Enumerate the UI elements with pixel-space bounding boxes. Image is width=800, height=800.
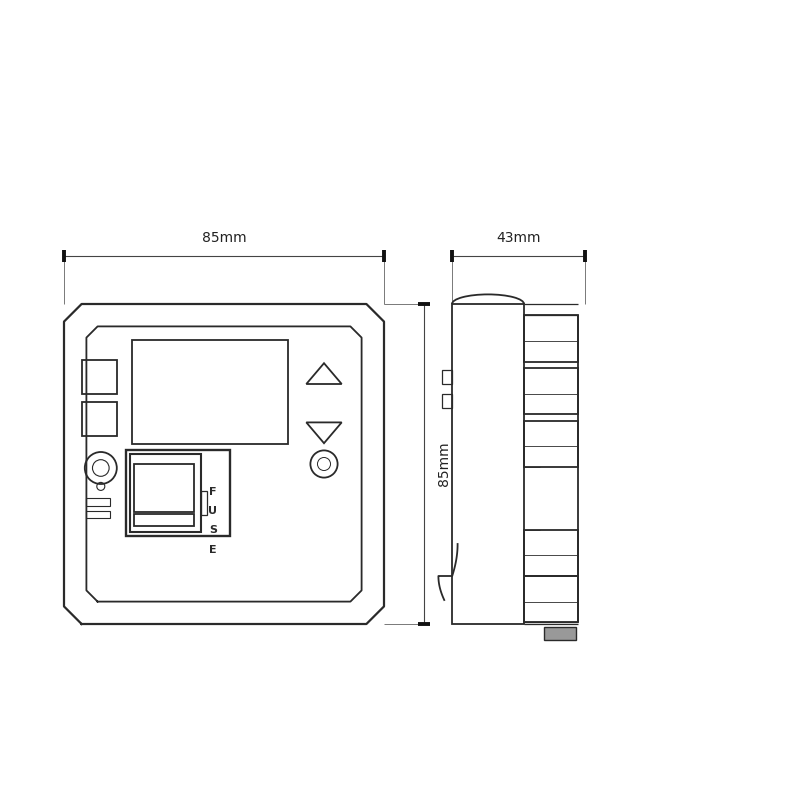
Bar [544,627,576,640]
Text: 85mm: 85mm [202,230,246,245]
Bar [82,402,117,436]
Bar [86,498,110,506]
Text: 85mm: 85mm [437,442,451,486]
Bar [126,450,230,536]
Bar [130,454,201,532]
Bar [82,360,117,394]
Text: S: S [209,526,217,535]
Text: U: U [208,506,218,516]
Bar [524,421,578,467]
Bar [442,370,452,384]
Bar [524,530,578,576]
Bar [442,394,452,408]
Bar [524,576,578,622]
Bar [452,304,524,624]
Bar [134,464,194,512]
Text: E: E [209,545,217,554]
Bar [134,514,194,526]
Bar [132,340,288,444]
Text: 43mm: 43mm [496,230,541,245]
Bar [201,491,207,515]
Text: F: F [209,487,217,497]
Bar [86,511,110,518]
Bar [524,315,578,362]
Bar [524,368,578,414]
